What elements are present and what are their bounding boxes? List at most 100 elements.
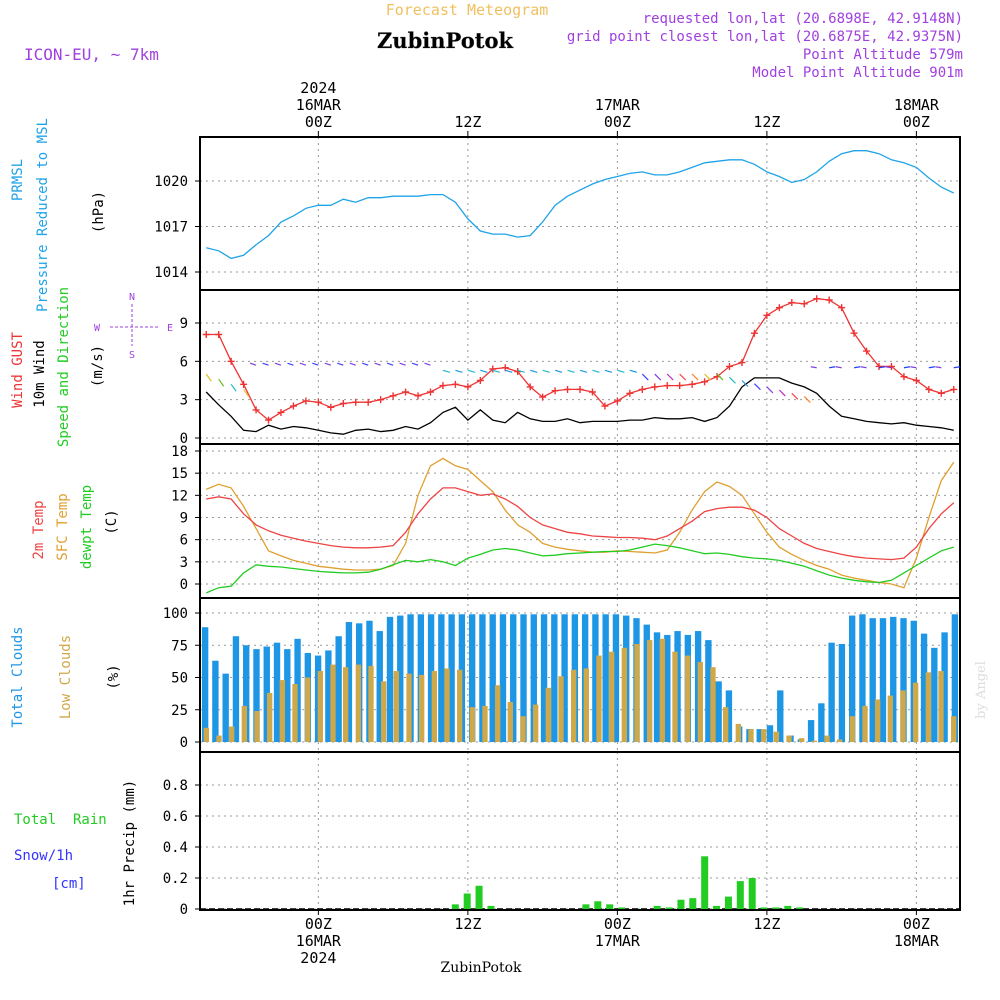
- time-tick-label: 12Z: [454, 915, 481, 933]
- wind-direction-arrow: [243, 389, 250, 397]
- low-cloud-bar: [368, 665, 374, 742]
- dewpt-line: [205, 543, 954, 594]
- total-clouds-label: Total Clouds: [10, 626, 26, 727]
- total-cloud-bar: [592, 614, 599, 742]
- precip-unit-label: 1hr Precip (mm): [122, 780, 138, 906]
- wind-direction-arrow: [480, 369, 488, 373]
- gust-marker: [838, 304, 846, 312]
- total-cloud-bar: [859, 614, 866, 742]
- wind-plot: [202, 295, 960, 435]
- total-cloud-bar: [263, 646, 270, 742]
- total-cloud-bar: [397, 615, 404, 742]
- rain-bar: [487, 905, 495, 909]
- total-cloud-bar: [890, 616, 897, 742]
- y-tick-label: 9: [180, 511, 188, 527]
- rain-bar: [784, 905, 792, 909]
- gust-marker: [613, 397, 621, 405]
- low-cloud-bar: [748, 729, 754, 742]
- rain-bar: [582, 904, 590, 909]
- wind-direction-arrow: [455, 369, 463, 373]
- y-tick-label: 0.6: [163, 809, 188, 825]
- wind-direction-arrow: [529, 369, 538, 373]
- precip-plot: [200, 856, 960, 910]
- rain-bar: [618, 907, 626, 909]
- total-cloud-bar: [386, 616, 394, 742]
- gust-marker: [252, 406, 260, 414]
- gust-marker: [912, 377, 920, 384]
- low-cloud-bar: [735, 723, 741, 742]
- low-cloud-bar: [583, 668, 589, 742]
- wind-10m-label: 10m Wind: [32, 340, 48, 407]
- low-cloud-bar: [406, 673, 412, 742]
- y-tick-label: 1017: [154, 220, 188, 236]
- low-cloud-bar: [710, 667, 716, 742]
- time-tick-label: 12Z: [753, 113, 780, 131]
- total-cloud-bar: [705, 640, 712, 742]
- rain-bar: [724, 896, 732, 909]
- wind-direction-arrow: [641, 373, 649, 381]
- time-tick-label: 00Z: [305, 915, 332, 933]
- wind-direction-arrow: [205, 373, 212, 382]
- total-cloud-bar: [243, 645, 250, 742]
- panel-frame: [199, 289, 961, 445]
- gust-marker: [887, 362, 895, 370]
- total-cloud-bar: [468, 614, 476, 742]
- wind-direction-arrow: [791, 392, 799, 400]
- gust-marker: [202, 331, 210, 338]
- low-cloud-bar: [875, 699, 881, 742]
- gust-marker: [389, 392, 397, 400]
- gust-marker: [688, 380, 696, 388]
- wind-direction-arrow: [249, 362, 257, 366]
- wind-direction-arrow: [299, 362, 307, 366]
- total-cloud-bar: [520, 614, 527, 742]
- time-tick-label: 18MAR: [894, 932, 940, 950]
- total-cloud-bar: [879, 618, 887, 742]
- gust-marker: [339, 400, 347, 407]
- panel-frame: [199, 597, 961, 753]
- total-cloud-bar: [910, 620, 917, 742]
- time-tick-label: 00Z: [604, 113, 631, 131]
- clouds-plot: [201, 614, 959, 742]
- time-tick-label: 17MAR: [595, 96, 641, 114]
- wind-direction-arrow: [218, 378, 225, 387]
- low-cloud-bar: [444, 668, 450, 742]
- low-cloud-bar: [761, 729, 767, 742]
- total-cloud-bar: [284, 649, 291, 742]
- wind-direction-arrow: [953, 366, 960, 369]
- gust-marker: [539, 393, 547, 401]
- low-cloud-bar: [203, 727, 209, 742]
- y-tick-label: 0: [180, 577, 188, 593]
- total-cloud-bar: [715, 681, 722, 742]
- low-cloud-bar: [938, 671, 944, 742]
- gust-marker: [377, 396, 385, 404]
- low-cloud-bar: [900, 690, 906, 742]
- time-tick-label: 00Z: [903, 915, 930, 933]
- y-tick-label: 25: [171, 703, 188, 719]
- total-rain-label: Total Rain: [14, 812, 107, 828]
- credit-watermark: by Angel: [974, 661, 989, 719]
- total-cloud-bar: [561, 614, 568, 742]
- y-tick-label: 15: [171, 466, 188, 482]
- gust-marker: [638, 385, 646, 393]
- wind-direction-arrow: [654, 373, 662, 381]
- panel-frame: [199, 443, 961, 599]
- total-cloud-bar: [828, 642, 835, 742]
- footer-location: ZubinPotok: [440, 960, 522, 976]
- wind-direction-arrow: [287, 362, 294, 366]
- wind-direction-arrow: [691, 373, 699, 381]
- y-tick-label: 0: [180, 735, 188, 751]
- low-cloud-bar: [317, 671, 323, 742]
- prmsl-line: [206, 150, 955, 260]
- total-cloud-bar: [335, 636, 342, 742]
- wind-direction-arrow: [467, 369, 476, 373]
- wind-direction-arrow: [766, 386, 774, 394]
- low-cloud-bar: [609, 651, 615, 742]
- y-tick-label: 9: [180, 316, 188, 332]
- time-tick-label: 2024: [300, 949, 336, 967]
- wind-gust-label: Wind GUST: [10, 332, 26, 408]
- y-tick-label: 6: [180, 354, 188, 370]
- compass-n: N: [129, 292, 135, 303]
- wind10m-line: [205, 377, 954, 435]
- rain-bar: [796, 907, 804, 909]
- total-cloud-bar: [232, 636, 240, 742]
